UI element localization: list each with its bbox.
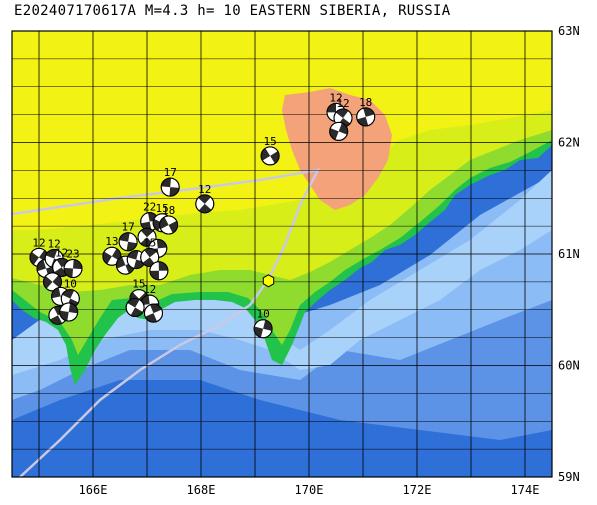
depth-label: 10 (256, 308, 269, 321)
depth-label: 15 (155, 202, 168, 215)
beachball-symbol (140, 247, 160, 267)
depth-label: 12 (143, 283, 156, 296)
beachball-symbol (125, 298, 145, 318)
beachball-symbol (118, 232, 138, 252)
longitude-label: 168E (187, 483, 216, 497)
depth-label: 18 (359, 96, 372, 109)
map-title: E202407170617A M=4.3 h= 10 EASTERN SIBER… (14, 3, 451, 19)
depth-label: 22 (143, 201, 156, 214)
beachball-symbol (260, 146, 280, 166)
beachball-symbol (43, 272, 62, 292)
depth-label: 13 (105, 235, 118, 248)
depth-label: 10 (64, 278, 77, 291)
depth-label: 12 (329, 91, 342, 104)
beachball-symbol (102, 246, 122, 266)
longitude-label: 170E (295, 483, 324, 497)
beachball-symbol (160, 177, 180, 197)
latitude-label: 62N (558, 136, 580, 150)
map-frame (11, 30, 553, 478)
longitude-labels: 166E 168E 170E 172E 174E (79, 483, 540, 497)
depth-label: 12 (198, 183, 211, 196)
graticule (12, 31, 552, 477)
longitude-label: 174E (511, 483, 540, 497)
beachball-symbol (143, 303, 163, 323)
beachball-symbol (48, 305, 68, 325)
latitude-label: 61N (558, 247, 580, 261)
depth-label: 17 (164, 166, 177, 179)
depth-label: 15 (263, 135, 276, 148)
depth-label: 17 (121, 221, 134, 234)
depth-label: 15 (143, 236, 156, 249)
beachball-symbol (195, 194, 215, 214)
depth-label: 12 (55, 246, 68, 259)
beachball-symbol (329, 121, 349, 141)
current-event-marker (262, 274, 275, 288)
latitude-labels: 63N 62N 61N 60N 59N (558, 24, 580, 484)
beachball-symbol (159, 215, 179, 235)
depth-label: 18 (162, 204, 175, 217)
latitude-label: 59N (558, 470, 580, 484)
beachball-symbol (59, 302, 79, 322)
beachball-symbol (149, 261, 169, 281)
beachball-symbol (137, 227, 157, 247)
depth-label: 12 (47, 237, 60, 250)
beachball-symbol (63, 258, 83, 278)
event-hexagon (262, 274, 275, 288)
beachball-symbol (356, 107, 376, 127)
depth-label: 12 (336, 97, 349, 110)
beachball-symbol (253, 319, 273, 339)
latitude-label: 63N (558, 24, 580, 38)
latitude-label: 60N (558, 359, 580, 373)
longitude-label: 172E (403, 483, 432, 497)
depth-label: 23 (66, 247, 79, 260)
longitude-label: 166E (79, 483, 108, 497)
depth-label: 15 (132, 278, 145, 291)
depth-label: 12 (32, 236, 45, 249)
